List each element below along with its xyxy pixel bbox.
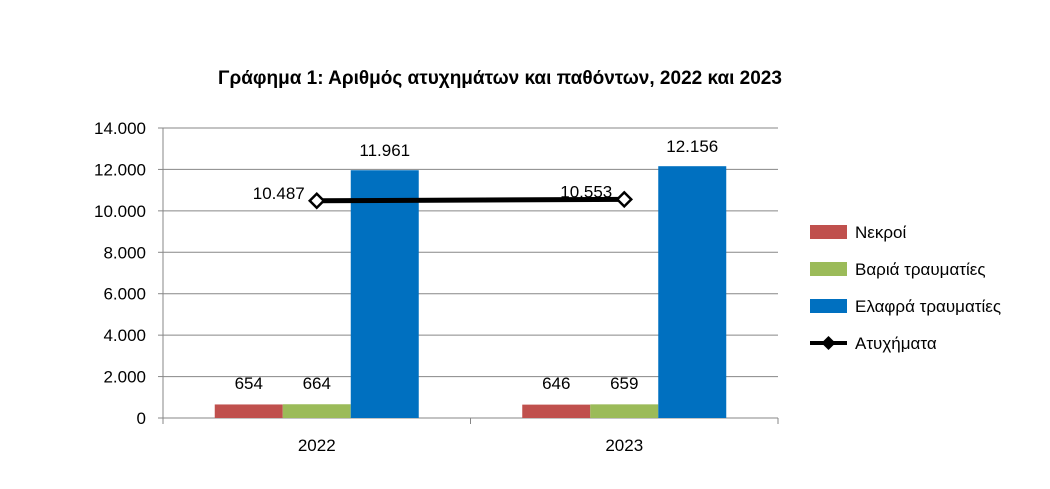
legend-marker bbox=[821, 335, 836, 351]
legend-label: Βαριά τραυματίες bbox=[855, 260, 986, 279]
y-tick-label: 8.000 bbox=[103, 243, 146, 262]
line-series bbox=[307, 190, 634, 210]
bar bbox=[590, 404, 659, 418]
data-label: 664 bbox=[303, 374, 331, 393]
data-label: 10.487 bbox=[253, 184, 305, 203]
y-tick-label: 14.000 bbox=[94, 119, 146, 138]
legend-label: Νεκροί bbox=[855, 223, 906, 242]
legend-label: Ελαφρά τραυματίες bbox=[855, 297, 1001, 316]
bars bbox=[214, 166, 727, 418]
y-tick-label: 12.000 bbox=[94, 160, 146, 179]
x-tick-label: 2022 bbox=[298, 436, 336, 455]
line-point-marker bbox=[307, 192, 326, 210]
y-tick-label: 10.000 bbox=[94, 202, 146, 221]
chart-title: Γράφημα 1: Αριθμός ατυχημάτων και παθόντ… bbox=[218, 68, 782, 89]
data-label: 11.961 bbox=[359, 141, 410, 160]
data-label: 646 bbox=[542, 374, 570, 393]
data-label: 10.553 bbox=[560, 182, 612, 201]
y-tick-label: 4.000 bbox=[103, 326, 146, 345]
data-labels: 654 664 11.961 646 659 12.156 10.487 10.553 bbox=[235, 137, 719, 393]
y-tick-label: 0 bbox=[137, 409, 146, 428]
x-tick-label: 2023 bbox=[605, 436, 643, 455]
bar bbox=[658, 166, 727, 418]
legend: Νεκροί Βαριά τραυματίες Ελαφρά τραυματίες Α… bbox=[810, 223, 1001, 353]
y-tick-label: 6.000 bbox=[103, 285, 146, 304]
bar bbox=[522, 404, 591, 418]
data-label: 12.156 bbox=[666, 137, 718, 156]
bar bbox=[282, 404, 351, 418]
legend-swatch bbox=[810, 262, 847, 276]
legend-swatch bbox=[810, 225, 847, 239]
y-tick-label: 2.000 bbox=[103, 368, 146, 387]
bar bbox=[350, 170, 419, 418]
legend-swatch bbox=[810, 299, 847, 313]
data-label: 654 bbox=[235, 374, 263, 393]
data-label: 659 bbox=[610, 374, 638, 393]
series-line bbox=[316, 196, 625, 204]
bar bbox=[214, 404, 283, 418]
legend-label: Ατυχήματα bbox=[855, 334, 937, 353]
line-point-marker bbox=[615, 190, 634, 209]
